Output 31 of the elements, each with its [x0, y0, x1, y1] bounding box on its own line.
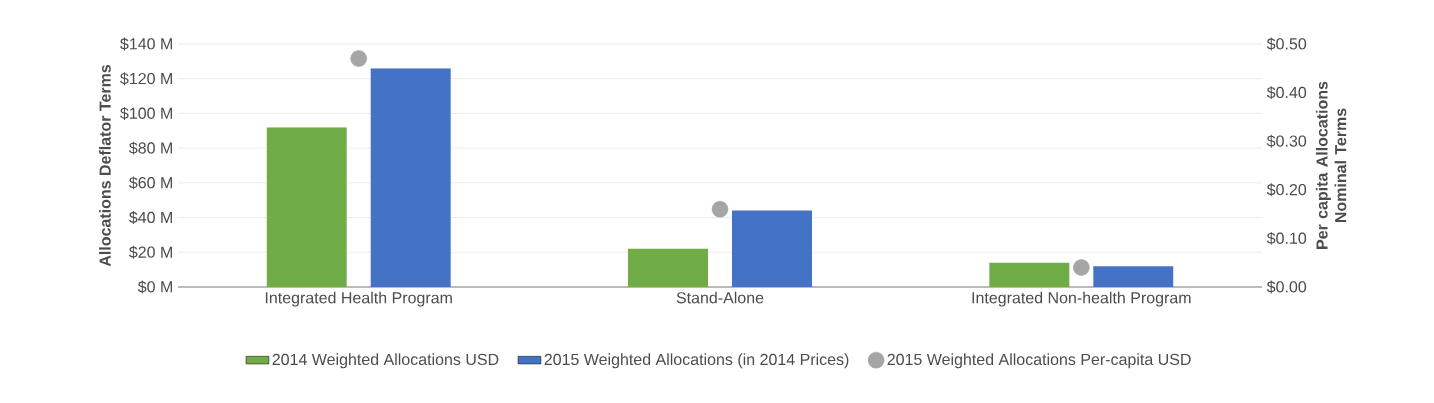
y-tick-label: $140 M	[120, 37, 172, 51]
y2-tick-label: $0.00	[1266, 280, 1307, 294]
bar	[1093, 266, 1174, 287]
y2-tick-label: $0.10	[1266, 231, 1307, 245]
y-tick-label: $40 M	[129, 211, 172, 225]
y2-tick-label: $0.30	[1266, 134, 1307, 148]
x-tick-label: Integrated Health Program	[265, 291, 452, 307]
y-tick-label: $120 M	[120, 72, 172, 86]
y-tick-label: $60 M	[129, 176, 172, 190]
y-axis-title: Allocations Deflator Terms	[99, 64, 111, 267]
y2-tick-label: $0.20	[1266, 183, 1307, 197]
y2-axis-title: Per capita Allocations Nominal Terms	[1315, 81, 1347, 249]
y-tick-label: $100 M	[120, 106, 172, 120]
legend-label: 2015 Weighted Allocations (in 2014 Prices)	[544, 353, 849, 369]
y-tick-label: $0 M	[137, 280, 172, 294]
y-tick-label: $80 M	[129, 141, 172, 155]
legend-label: 2015 Weighted Allocations Per-capita USD	[887, 353, 1191, 369]
point	[711, 200, 729, 218]
legend-label: 2014 Weighted Allocations USD	[272, 353, 499, 369]
bar	[732, 210, 813, 287]
point	[1073, 259, 1090, 276]
x-tick-label: Integrated Non-health Program	[972, 291, 1191, 307]
x-tick-label: Stand-Alone	[676, 291, 764, 304]
y2-tick-label: $0.40	[1266, 86, 1307, 100]
bar	[266, 127, 347, 287]
bar	[370, 68, 451, 287]
y-tick-label: $20 M	[129, 245, 172, 259]
bar	[628, 248, 709, 287]
y2-tick-label: $0.50	[1266, 37, 1307, 51]
bar	[989, 262, 1070, 287]
point	[350, 50, 367, 67]
